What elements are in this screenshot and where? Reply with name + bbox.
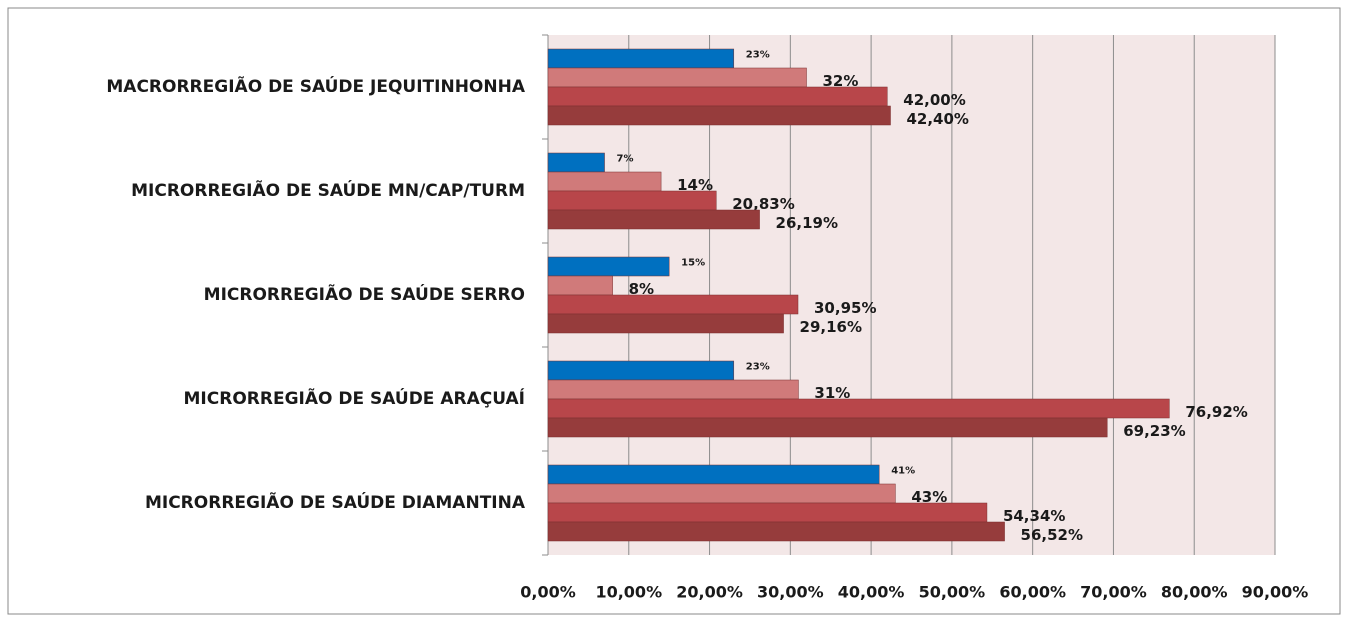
category-label: MICRORREGIÃO DE SAÚDE MN/CAP/TURM bbox=[131, 178, 525, 201]
data-label: 23% bbox=[746, 50, 770, 61]
bar bbox=[547, 483, 896, 504]
data-label: 26,19% bbox=[776, 214, 838, 232]
bar bbox=[547, 521, 1005, 542]
bar bbox=[547, 275, 613, 296]
bar bbox=[547, 105, 891, 126]
category-label: MACRORREGIÃO DE SAÚDE JEQUITINHONHA bbox=[106, 74, 525, 97]
data-label: 23% bbox=[746, 362, 770, 373]
data-label: 69,23% bbox=[1123, 422, 1185, 440]
x-tick-label: 40,00% bbox=[838, 583, 905, 602]
x-tick-label: 60,00% bbox=[999, 583, 1066, 602]
data-label: 8% bbox=[629, 280, 654, 298]
bar bbox=[547, 294, 799, 315]
data-label: 32% bbox=[822, 72, 858, 90]
bar bbox=[547, 48, 735, 69]
data-label: 41% bbox=[891, 466, 915, 477]
bar bbox=[547, 417, 1108, 438]
bar bbox=[547, 502, 988, 523]
bar bbox=[547, 360, 735, 381]
x-tick-label: 30,00% bbox=[757, 583, 824, 602]
bar bbox=[547, 313, 784, 334]
data-label: 43% bbox=[911, 488, 947, 506]
bar bbox=[547, 379, 799, 400]
x-tick-label: 70,00% bbox=[1080, 583, 1147, 602]
data-label: 76,92% bbox=[1185, 403, 1247, 421]
bar bbox=[547, 152, 605, 173]
category-label: MICRORREGIÃO DE SAÚDE SERRO bbox=[204, 282, 525, 305]
category-label: MICRORREGIÃO DE SAÚDE ARAÇUAÍ bbox=[184, 386, 525, 409]
data-label: 30,95% bbox=[814, 299, 876, 317]
data-label: 29,16% bbox=[800, 318, 862, 336]
bar bbox=[547, 464, 880, 485]
data-label: 15% bbox=[681, 258, 705, 269]
bar bbox=[547, 256, 670, 277]
bar bbox=[547, 67, 807, 88]
data-label: 56,52% bbox=[1021, 526, 1083, 544]
bar bbox=[547, 171, 662, 192]
data-label: 7% bbox=[617, 154, 634, 165]
bar bbox=[547, 86, 888, 107]
x-tick-label: 80,00% bbox=[1161, 583, 1228, 602]
data-label: 42,40% bbox=[906, 110, 968, 128]
x-tick-label: 90,00% bbox=[1242, 583, 1309, 602]
bar bbox=[547, 209, 760, 230]
data-label: 42,00% bbox=[903, 91, 965, 109]
data-label: 31% bbox=[814, 384, 850, 402]
data-label: 14% bbox=[677, 176, 713, 194]
x-tick-label: 50,00% bbox=[919, 583, 986, 602]
data-label: 20,83% bbox=[732, 195, 794, 213]
bar bbox=[547, 398, 1170, 419]
data-label: 54,34% bbox=[1003, 507, 1065, 525]
x-tick-label: 20,00% bbox=[676, 583, 743, 602]
bar bbox=[547, 190, 717, 211]
x-tick-label: 0,00% bbox=[520, 583, 576, 602]
x-tick-label: 10,00% bbox=[595, 583, 662, 602]
category-label: MICRORREGIÃO DE SAÚDE DIAMANTINA bbox=[145, 490, 526, 513]
